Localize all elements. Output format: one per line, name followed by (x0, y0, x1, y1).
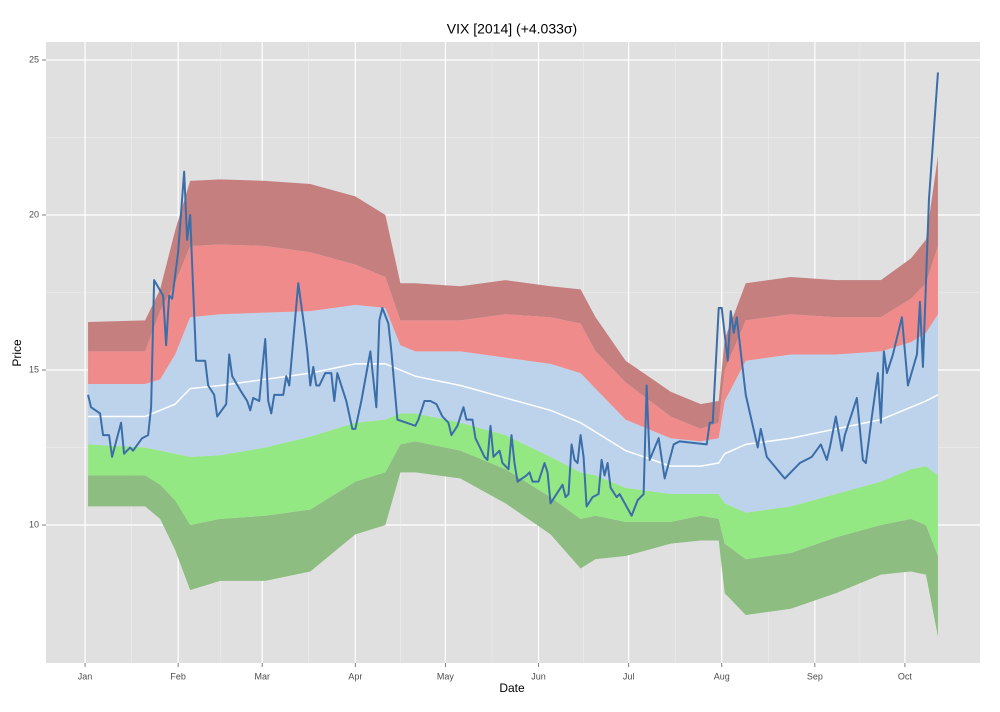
marks (87, 72, 939, 637)
band (88, 413, 938, 560)
x-tick-label: Jul (623, 671, 635, 681)
x-tick-label: Aug (714, 671, 730, 681)
mean-line (88, 363, 939, 467)
x-tick-label: May (437, 671, 455, 681)
x-tick-label: Apr (348, 671, 362, 681)
x-tick-label: Mar (254, 671, 270, 681)
band (88, 441, 938, 637)
x-tick-label: Oct (898, 671, 913, 681)
y-axis-label: Price (10, 339, 24, 367)
band (88, 156, 938, 429)
x-tick-label: Sep (807, 671, 823, 681)
price-line (87, 72, 939, 517)
x-tick-label: Jun (531, 671, 546, 681)
chart-title: VIX [2014] (+4.033σ) (447, 21, 577, 37)
y-tick-label: 10 (29, 519, 39, 529)
x-axis-label: Date (499, 681, 525, 695)
axes: 10 15 20 25 Jan Feb Mar Apr May Jun Jul Aug Sep Oct (29, 54, 912, 681)
y-tick-label: 25 (29, 54, 39, 64)
band (88, 304, 938, 513)
y-tick-label: 20 (29, 209, 39, 219)
x-tick-label: Feb (170, 671, 186, 681)
x-tick-label: Jan (78, 671, 93, 681)
y-tick-label: 15 (29, 364, 39, 374)
